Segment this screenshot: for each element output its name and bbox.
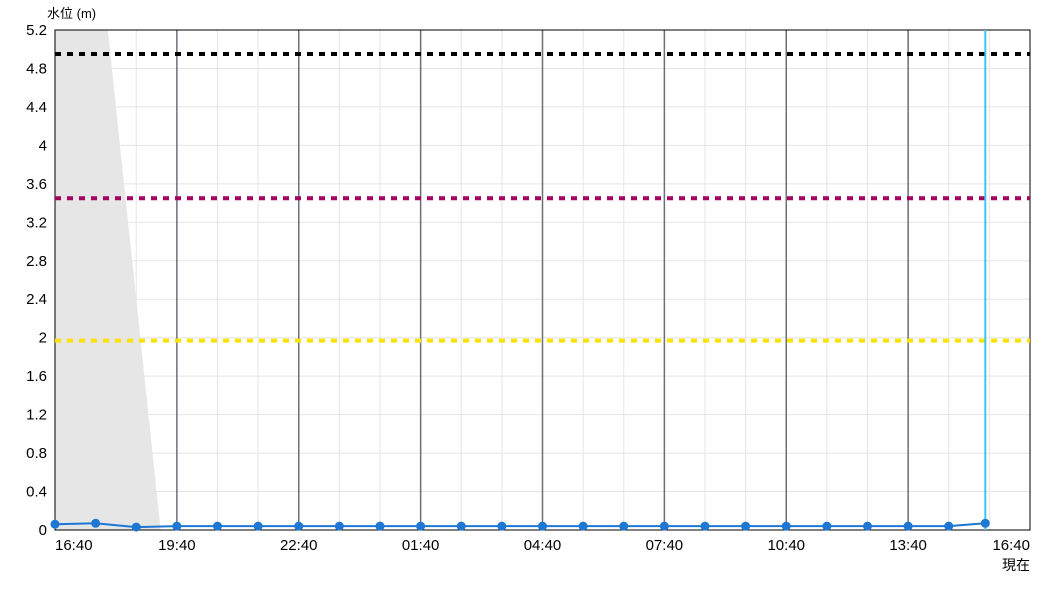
x-tick-label: 04:40 — [524, 537, 562, 554]
x-tick-label: 16:40 — [992, 537, 1030, 554]
data-point — [660, 522, 669, 531]
current-time-label: 現在 — [1002, 557, 1030, 573]
data-point — [457, 522, 466, 531]
data-point — [701, 522, 710, 531]
data-point — [538, 522, 547, 531]
x-tick-label: 19:40 — [158, 537, 196, 554]
y-tick-label: 0.4 — [26, 484, 47, 501]
data-point — [782, 522, 791, 531]
data-point — [335, 522, 344, 531]
data-point — [579, 522, 588, 531]
y-tick-label: 5.2 — [26, 22, 47, 39]
y-tick-label: 2.4 — [26, 291, 47, 308]
y-tick-label: 3.6 — [26, 176, 47, 193]
data-point — [254, 522, 263, 531]
y-tick-label: 4.4 — [26, 99, 47, 116]
data-point — [294, 522, 303, 531]
x-tick-label: 13:40 — [889, 537, 927, 554]
data-point — [741, 522, 750, 531]
y-axis-title: 水位 (m) — [47, 6, 96, 21]
x-tick-label: 01:40 — [402, 537, 440, 554]
data-point — [619, 522, 628, 531]
data-point — [904, 522, 913, 531]
data-point — [822, 522, 831, 531]
y-tick-label: 2 — [39, 330, 47, 347]
data-point — [944, 522, 953, 531]
x-tick-label: 16:40 — [55, 537, 93, 554]
y-tick-label: 3.2 — [26, 214, 47, 231]
y-tick-label: 0.8 — [26, 445, 47, 462]
data-point — [213, 522, 222, 531]
y-tick-label: 4.8 — [26, 60, 47, 77]
y-tick-label: 0 — [39, 522, 47, 539]
data-point — [497, 522, 506, 531]
x-tick-label: 07:40 — [646, 537, 684, 554]
x-tick-label: 22:40 — [280, 537, 318, 554]
data-point — [172, 522, 181, 531]
data-point — [51, 520, 60, 529]
data-point — [981, 519, 990, 528]
x-tick-label: 10:40 — [767, 537, 805, 554]
y-tick-label: 2.8 — [26, 253, 47, 270]
data-point — [416, 522, 425, 531]
data-point — [132, 523, 141, 532]
data-point — [376, 522, 385, 531]
water-level-chart: 0 0.4 0.8 1.2 1.6 2 2.4 2.8 3.2 3.6 4 4.4 4.8 5.2水位 (… — [0, 0, 1050, 600]
data-point — [91, 519, 100, 528]
data-point — [863, 522, 872, 531]
y-tick-label: 1.6 — [26, 368, 47, 385]
y-tick-label: 1.2 — [26, 407, 47, 424]
y-tick-label: 4 — [39, 137, 47, 154]
chart-svg: 0 0.4 0.8 1.2 1.6 2 2.4 2.8 3.2 3.6 4 4.4 4.8 5.2水位 (… — [0, 0, 1050, 600]
